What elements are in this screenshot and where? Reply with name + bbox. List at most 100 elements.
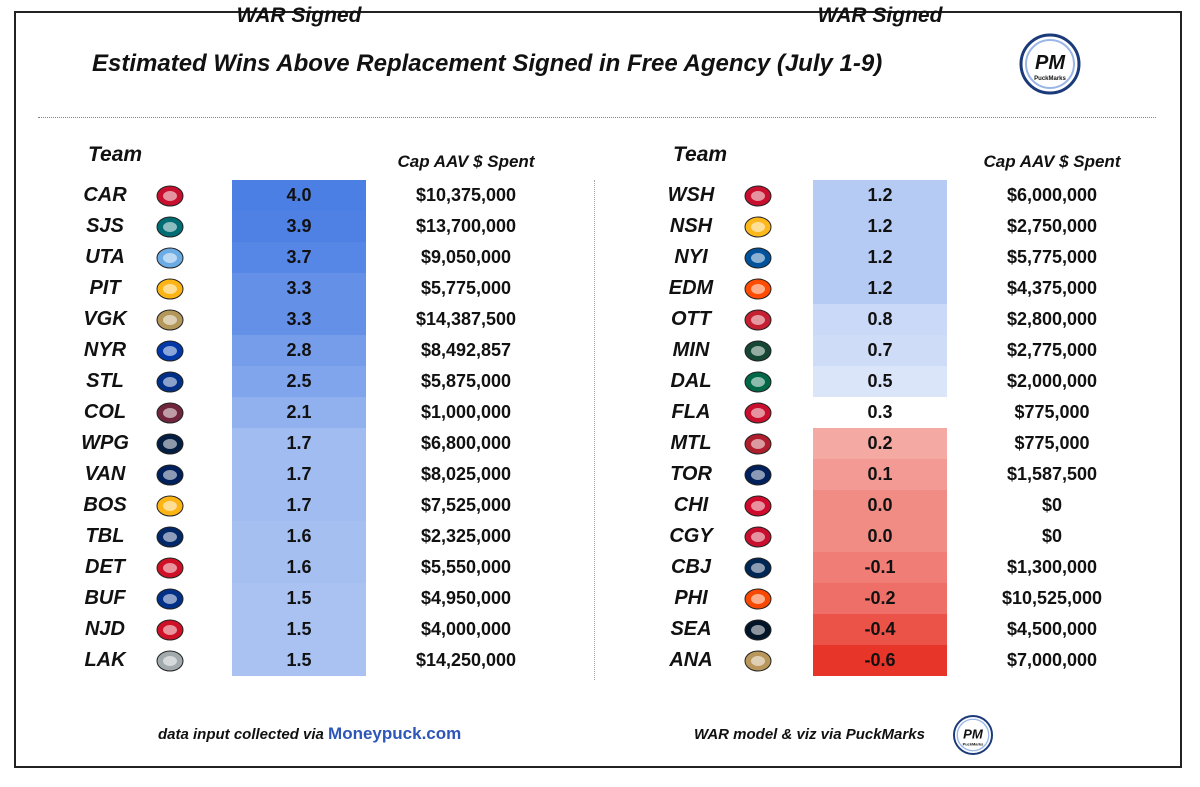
war-value-njd: 1.5 [232, 614, 366, 645]
puckmarks-logo: PM PuckMarks [1019, 33, 1081, 95]
team-abbr-vgk: VGK [83, 308, 127, 330]
min-logo-icon [744, 340, 772, 362]
wsh-logo-icon [744, 185, 772, 207]
njd-logo-icon [156, 619, 184, 641]
cap-value-buf: $4,950,000 [420, 588, 512, 608]
cap-value-pit: $5,775,000 [420, 278, 512, 298]
col-logo-icon [156, 402, 184, 424]
cap-value-nyr: $8,492,857 [420, 340, 512, 360]
footer-source: data input collected via Moneypuck.com [158, 724, 461, 744]
war-value-uta: 3.7 [232, 242, 366, 273]
cap-value-car: $10,375,000 [415, 185, 517, 205]
nsh-logo-icon [744, 216, 772, 238]
war-value-nyr: 2.8 [232, 335, 366, 366]
sjs-logo-icon [156, 216, 184, 238]
sea-logo-icon [744, 619, 772, 641]
war-value-wpg: 1.7 [232, 428, 366, 459]
team-abbr-ott: OTT [671, 308, 711, 330]
war-value-min: 0.7 [813, 335, 947, 366]
team-abbr-mtl: MTL [670, 432, 712, 454]
title-divider [38, 117, 1156, 118]
war-value-pit: 3.3 [232, 273, 366, 304]
war-value-cbj: -0.1 [813, 552, 947, 583]
team-abbr-min: MIN [672, 339, 710, 361]
ana-logo-icon [744, 650, 772, 672]
cap-value-stl: $5,875,000 [420, 371, 512, 391]
war-value-ana: -0.6 [813, 645, 947, 676]
cap-value-cgy: $0 [1041, 526, 1063, 546]
war-value-edm: 1.2 [813, 273, 947, 304]
cap-value-dal: $2,000,000 [1006, 371, 1098, 391]
war-value-fla: 0.3 [867, 402, 893, 422]
cap-value-vgk: $14,387,500 [415, 309, 517, 329]
team-abbr-pit: PIT [89, 277, 121, 299]
team-abbr-col: COL [83, 401, 127, 423]
chart-title: Estimated Wins Above Replacement Signed … [92, 50, 883, 77]
lak-logo-icon [156, 650, 184, 672]
team-abbr-stl: STL [86, 370, 124, 392]
tor-logo-icon [744, 464, 772, 486]
team-abbr-van: VAN [84, 463, 126, 485]
ott-logo-icon [744, 309, 772, 331]
det-logo-icon [156, 557, 184, 579]
team-abbr-sea: SEA [670, 618, 712, 640]
war-value-nyi: 1.2 [813, 242, 947, 273]
team-abbr-wsh: WSH [667, 184, 715, 206]
cap-value-wpg: $6,800,000 [420, 433, 512, 453]
chi-logo-icon [744, 495, 772, 517]
war-value-lak: 1.5 [232, 645, 366, 676]
cap-value-mtl: $775,000 [1014, 433, 1090, 453]
team-abbr-edm: EDM [668, 277, 714, 299]
cap-value-min: $2,775,000 [1006, 340, 1098, 360]
war-value-stl: 2.5 [232, 366, 366, 397]
nyr-logo-icon [156, 340, 184, 362]
cbj-logo-icon [744, 557, 772, 579]
war-value-ott: 0.8 [813, 304, 947, 335]
team-abbr-cgy: CGY [669, 525, 713, 547]
vgk-logo-icon [156, 309, 184, 331]
team-abbr-wpg: WPG [81, 432, 129, 454]
war-value-det: 1.6 [232, 552, 366, 583]
war-value-cgy: 0.0 [813, 521, 947, 552]
header-team-left: Team [88, 143, 143, 166]
tbl-logo-icon [156, 526, 184, 548]
war-value-nsh: 1.2 [813, 211, 947, 242]
cap-value-ott: $2,800,000 [1006, 309, 1098, 329]
cap-value-tor: $1,587,500 [1006, 464, 1098, 484]
cap-value-bos: $7,525,000 [420, 495, 512, 515]
war-value-bos: 1.7 [232, 490, 366, 521]
buf-logo-icon [156, 588, 184, 610]
team-abbr-car: CAR [83, 184, 127, 206]
puckmarks-logo-small: PM PuckMarks [952, 714, 994, 756]
uta-logo-icon [156, 247, 184, 269]
team-abbr-nyi: NYI [674, 246, 708, 268]
war-value-chi: 0.0 [813, 490, 947, 521]
team-abbr-det: DET [85, 556, 125, 578]
cap-value-phi: $10,525,000 [1001, 588, 1103, 608]
cap-value-fla: $775,000 [1014, 402, 1090, 422]
war-value-sjs: 3.9 [232, 211, 366, 242]
nyi-logo-icon [744, 247, 772, 269]
war-value-van: 1.7 [232, 459, 366, 490]
van-logo-icon [156, 464, 184, 486]
war-value-car: 4.0 [232, 180, 366, 211]
team-abbr-njd: NJD [84, 618, 125, 640]
moneypuck-link[interactable]: Moneypuck.com [328, 724, 462, 743]
column-divider [594, 180, 595, 680]
war-value-buf: 1.5 [232, 583, 366, 614]
logo-subtext: PuckMarks [1034, 76, 1066, 82]
cap-value-det: $5,550,000 [420, 557, 512, 577]
cap-value-col: $1,000,000 [420, 402, 512, 422]
team-abbr-bos: BOS [83, 494, 127, 516]
team-abbr-tbl: TBL [85, 525, 125, 547]
team-abbr-tor: TOR [670, 463, 712, 485]
team-abbr-buf: BUF [84, 587, 126, 609]
team-abbr-uta: UTA [85, 246, 125, 268]
logo-text: PM [1035, 52, 1066, 74]
stl-logo-icon [156, 371, 184, 393]
bos-logo-icon [156, 495, 184, 517]
footer-credit: WAR model & viz via PuckMarks [694, 726, 925, 743]
cap-value-nyi: $5,775,000 [1006, 247, 1098, 267]
cap-value-cbj: $1,300,000 [1006, 557, 1098, 577]
team-abbr-chi: CHI [673, 494, 709, 516]
